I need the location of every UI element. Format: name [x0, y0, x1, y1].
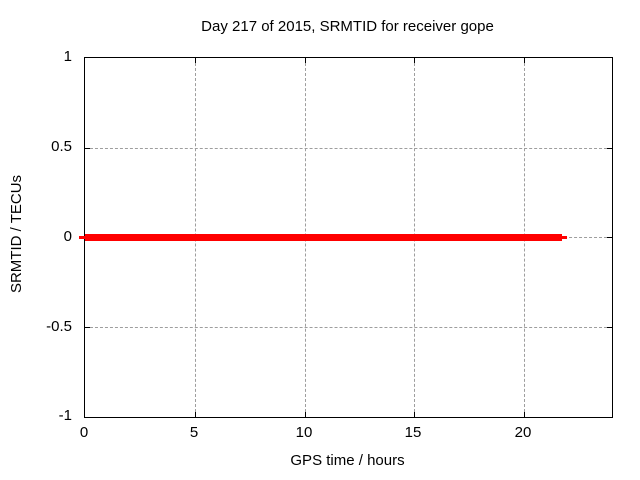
data-line-tail: [562, 236, 567, 239]
tick-bottom-x10: [305, 412, 306, 417]
x-axis-label: GPS time / hours: [290, 452, 405, 469]
tick-left-yn0p5: [85, 327, 90, 328]
x-tick-label-5: 5: [189, 424, 199, 441]
plot-area: [79, 57, 613, 418]
gridline-y0p5: [85, 148, 612, 149]
y-tick-label-n1: -1: [58, 407, 72, 424]
tick-bottom-x5: [195, 412, 196, 417]
y-tick-label-0: 0: [63, 228, 72, 245]
data-line-lead-in: [79, 236, 85, 239]
tick-right-y0: [607, 237, 612, 238]
tick-bottom-x15: [414, 412, 415, 417]
tick-right-yn0p5: [607, 327, 612, 328]
tick-top-x10: [305, 58, 306, 63]
tick-left-y0p5: [85, 148, 90, 149]
gridline-yn0p5: [85, 327, 612, 328]
y-tick-label-0p5: 0.5: [51, 138, 72, 155]
data-line-srmtid: [85, 234, 562, 241]
x-tick-label-20: 20: [514, 424, 532, 441]
x-tick-label-0: 0: [79, 424, 89, 441]
tick-bottom-x20: [524, 412, 525, 417]
y-tick-label-1: 1: [63, 48, 72, 65]
tick-top-x15: [414, 58, 415, 63]
tick-top-x5: [195, 58, 196, 63]
chart-title: Day 217 of 2015, SRMTID for receiver gop…: [201, 18, 494, 35]
tick-right-y0p5: [607, 148, 612, 149]
y-tick-label-n0p5: -0.5: [46, 318, 72, 335]
tick-top-x20: [524, 58, 525, 63]
x-tick-label-15: 15: [404, 424, 422, 441]
x-tick-label-10: 10: [295, 424, 313, 441]
